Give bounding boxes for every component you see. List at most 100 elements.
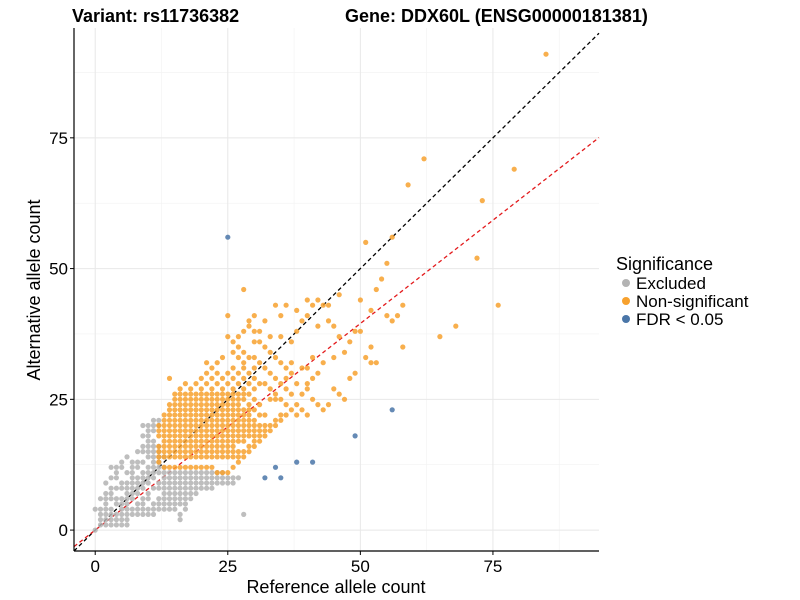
- data-point-excluded: [108, 490, 114, 497]
- data-point-nonsig: [188, 449, 194, 455]
- legend: Significance ExcludedNon-significantFDR …: [616, 254, 749, 329]
- data-point-nonsig: [230, 396, 236, 402]
- data-point-nonsig: [230, 339, 236, 345]
- data-point-nonsig: [166, 417, 173, 423]
- data-point-excluded: [135, 480, 141, 486]
- data-point-excluded: [209, 485, 215, 491]
- data-point-nonsig: [357, 328, 363, 334]
- data-point-excluded: [166, 475, 173, 481]
- data-point-nonsig: [166, 422, 173, 429]
- data-point-excluded: [172, 485, 178, 491]
- data-point-nonsig: [299, 365, 305, 371]
- data-point-nonsig: [251, 313, 257, 319]
- data-point-nonsig: [161, 417, 167, 423]
- data-point-excluded: [135, 475, 141, 481]
- data-point-nonsig: [214, 417, 220, 423]
- data-point-excluded: [113, 475, 119, 481]
- data-point-excluded: [150, 485, 157, 491]
- data-point-excluded: [145, 480, 151, 486]
- data-point-nonsig: [352, 370, 358, 376]
- data-point-nonsig: [294, 328, 300, 334]
- data-point-nonsig: [225, 449, 231, 455]
- data-point-nonsig: [219, 402, 226, 408]
- data-point-excluded: [119, 511, 125, 517]
- data-point-nonsig: [246, 370, 252, 376]
- data-point-nonsig: [230, 349, 236, 355]
- data-point-nonsig: [225, 313, 231, 319]
- data-point-excluded: [135, 459, 141, 465]
- data-point-nonsig: [214, 391, 220, 397]
- data-point-excluded: [124, 485, 130, 491]
- data-point-excluded: [150, 449, 157, 455]
- data-point-nonsig: [193, 417, 199, 423]
- data-point-nonsig: [336, 292, 342, 298]
- data-point-excluded: [172, 506, 178, 512]
- data-point-excluded: [103, 506, 109, 512]
- data-point-nonsig: [204, 428, 210, 434]
- data-point-nonsig: [310, 396, 316, 402]
- data-point-nonsig: [209, 375, 215, 381]
- data-point-nonsig: [156, 428, 162, 434]
- data-point-nonsig: [235, 422, 241, 429]
- data-point-excluded: [129, 506, 135, 512]
- data-point-nonsig: [379, 276, 385, 282]
- data-point-nonsig: [198, 464, 204, 470]
- data-point-nonsig: [204, 391, 210, 397]
- data-point-excluded: [150, 454, 157, 460]
- data-point-nonsig: [283, 375, 289, 381]
- data-point-nonsig: [251, 422, 257, 429]
- data-point-nonsig: [437, 334, 443, 340]
- x-tick-label: 75: [483, 557, 502, 576]
- data-point-nonsig: [315, 370, 321, 376]
- data-point-nonsig: [235, 428, 241, 434]
- data-point-nonsig: [235, 417, 241, 423]
- data-point-nonsig: [225, 443, 231, 449]
- data-point-nonsig: [246, 443, 252, 449]
- data-point-nonsig: [294, 412, 300, 418]
- data-point-excluded: [145, 454, 151, 460]
- data-point-nonsig: [214, 402, 220, 408]
- data-points: [92, 51, 549, 533]
- data-point-excluded: [172, 480, 178, 486]
- data-point-nonsig: [198, 402, 204, 408]
- data-point-nonsig: [156, 433, 162, 439]
- data-point-nonsig: [267, 334, 273, 340]
- data-point-nonsig: [230, 412, 236, 418]
- data-point-nonsig: [352, 328, 358, 334]
- data-point-nonsig: [235, 433, 241, 439]
- data-point-excluded: [135, 501, 141, 507]
- data-point-nonsig: [209, 422, 215, 429]
- data-point-nonsig: [278, 334, 284, 340]
- data-point-nonsig: [193, 428, 199, 434]
- data-point-excluded: [145, 506, 151, 512]
- data-point-nonsig: [193, 381, 199, 387]
- data-point-nonsig: [241, 417, 247, 423]
- data-point-excluded: [225, 475, 231, 481]
- data-point-nonsig: [188, 412, 194, 418]
- data-point-excluded: [166, 470, 173, 476]
- data-point-excluded: [140, 422, 146, 429]
- data-point-nonsig: [161, 449, 167, 455]
- data-point-nonsig: [193, 412, 199, 418]
- data-point-nonsig: [182, 417, 188, 423]
- data-point-nonsig: [166, 443, 173, 449]
- data-point-nonsig: [400, 344, 406, 350]
- data-point-excluded: [124, 490, 130, 497]
- data-point-nonsig: [182, 438, 188, 444]
- data-point-excluded: [150, 422, 157, 429]
- data-point-excluded: [129, 470, 135, 476]
- data-point-nonsig: [294, 307, 300, 313]
- data-point-nonsig: [219, 454, 226, 460]
- chart-title-gene: Gene: DDX60L (ENSG00000181381): [345, 6, 648, 26]
- data-point-nonsig: [209, 386, 215, 392]
- data-point-nonsig: [246, 402, 252, 408]
- data-point-nonsig: [310, 354, 316, 361]
- data-point-nonsig: [204, 443, 210, 449]
- data-point-nonsig: [267, 396, 273, 402]
- data-point-excluded: [145, 496, 151, 502]
- data-point-excluded: [177, 485, 183, 491]
- data-point-excluded: [150, 459, 157, 465]
- data-point-nonsig: [219, 443, 226, 449]
- data-point-nonsig: [262, 428, 268, 434]
